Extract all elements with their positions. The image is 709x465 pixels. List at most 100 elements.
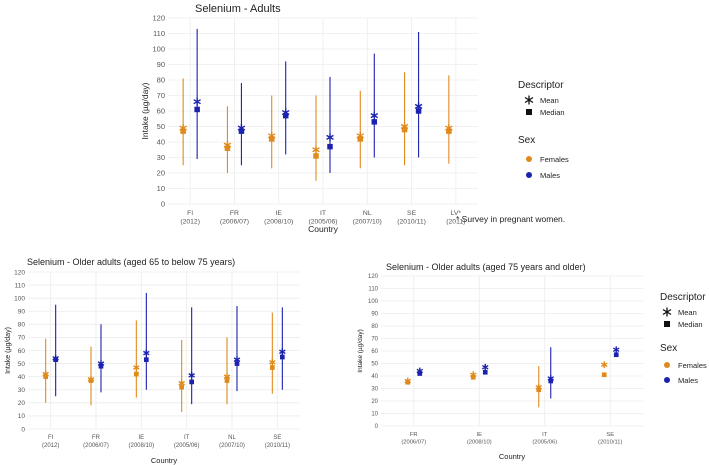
x-tick-year-label: (2012): [180, 219, 200, 226]
x-tick-year-label: (2012): [42, 443, 59, 449]
legend-top: Descriptor Mean Median Sex Females Males: [518, 80, 658, 180]
y-tick-label: 0: [21, 426, 25, 433]
x-tick-year-label: (2011): [446, 219, 465, 226]
x-tick-label: SE: [606, 432, 614, 438]
females-mean-marker: [445, 124, 453, 133]
x-tick-year-label: (2005/06): [308, 219, 337, 226]
y-tick-label: 20: [157, 169, 165, 178]
x-tick-label: SE: [407, 210, 417, 217]
legend-females-item: Females: [662, 360, 709, 370]
females-mean-marker: [356, 131, 365, 140]
legend-mean-item: Mean: [662, 307, 709, 317]
females-dot-icon: [526, 156, 532, 162]
footnote: * Survey in pregnant women.: [456, 214, 566, 224]
x-tick-year-label: (2008/10): [467, 440, 492, 446]
y-tick-label: 60: [157, 107, 165, 116]
legend-mean-item: Mean: [524, 95, 658, 105]
x-tick-label: FR: [410, 432, 418, 438]
legend-descriptor-title: Descriptor: [660, 292, 706, 303]
y-tick-label: 110: [368, 287, 378, 293]
legend-mean-label: Mean: [540, 95, 559, 105]
x-tick-label: IE: [138, 435, 144, 441]
y-tick-label: 70: [18, 335, 26, 342]
males-median-marker: [194, 106, 200, 113]
males-median-marker: [189, 379, 195, 385]
y-tick-label: 20: [371, 399, 378, 405]
y-tick-label: 30: [371, 387, 378, 393]
x-tick-year-label: (2008/10): [264, 219, 293, 226]
males-median-marker: [371, 119, 378, 125]
y-tick-label: 50: [18, 361, 26, 368]
males-median-marker: [143, 357, 149, 362]
chart-panel-3: 0 10 20 30 40 50 60 70 80 90 100 110 120 Selenium - O…: [357, 262, 643, 461]
males-median-marker: [482, 369, 488, 375]
males-mean-marker: [52, 354, 59, 362]
legend-males-item: Males: [662, 375, 709, 385]
females-mean-marker: [600, 361, 608, 369]
y-tick-label: 90: [371, 312, 378, 318]
y-tick-label: 120: [368, 274, 379, 280]
x-tick-year-label: (2006/07): [401, 440, 426, 446]
females-median-marker: [313, 153, 319, 159]
chart-title: Selenium - Adults: [195, 3, 281, 15]
legend-median-label: Median: [678, 319, 703, 329]
males-mean-marker: [237, 124, 246, 133]
y-axis-label: Intake (µg/day): [357, 329, 364, 373]
y-tick-label: 10: [371, 412, 378, 418]
x-axis-label: Country: [308, 224, 339, 234]
y-tick-label: 70: [371, 337, 378, 343]
x-tick-label: IE: [477, 432, 483, 438]
x-tick-year-label: (2006/07): [220, 219, 249, 226]
y-tick-label: 80: [371, 324, 378, 330]
x-tick-year-label: (2010/11): [598, 440, 622, 446]
males-mean-marker: [188, 371, 195, 379]
legend-males-label: Males: [540, 170, 561, 180]
x-tick-label: FI: [187, 210, 193, 217]
y-tick-label: 100: [14, 295, 25, 302]
mean-asterisk-icon: [662, 307, 672, 317]
males-mean-marker: [233, 356, 241, 364]
y-tick-label: 110: [15, 282, 26, 289]
males-mean-marker: [414, 102, 423, 111]
x-tick-label: NL: [228, 435, 236, 441]
y-axis-label: Intake (µg/day): [140, 82, 150, 139]
females-median-marker: [601, 372, 607, 378]
males-mean-marker: [612, 346, 620, 354]
females-median-marker: [269, 365, 275, 370]
x-tick-label: FI: [48, 435, 54, 441]
females-mean-marker: [404, 377, 412, 385]
legend-bottom: Descriptor Mean Median Sex Females Males: [660, 292, 709, 385]
y-tick-label: 90: [18, 309, 26, 316]
y-tick-label: 70: [157, 91, 165, 100]
legend-median-label: Median: [540, 107, 565, 117]
y-tick-label: 30: [18, 387, 26, 394]
y-tick-label: 60: [371, 349, 378, 355]
x-tick-year-label: (2008/10): [128, 443, 154, 449]
males-mean-marker: [143, 349, 150, 357]
x-axis-label: Country: [499, 452, 526, 461]
y-tick-label: 120: [152, 14, 165, 23]
x-tick-year-label: (2006/07): [83, 443, 109, 449]
males-mean-marker: [416, 367, 424, 375]
males-mean-marker: [481, 363, 489, 371]
x-tick-label: SE: [273, 435, 281, 441]
x-tick-label: NL: [363, 210, 372, 217]
y-tick-label: 80: [18, 322, 26, 329]
legend-females-label: Females: [678, 360, 707, 370]
x-tick-year-label: (2005/06): [532, 440, 557, 446]
x-tick-year-label: (2007/10): [353, 219, 382, 226]
legend-median-item: Median: [662, 319, 709, 329]
legend-females-label: Females: [540, 154, 569, 164]
females-mean-marker: [223, 141, 232, 150]
y-tick-label: 30: [157, 153, 165, 162]
males-median-marker: [415, 108, 422, 114]
males-mean-marker: [326, 133, 334, 142]
females-median-marker: [224, 378, 230, 383]
x-tick-year-label: (2007/10): [219, 443, 245, 449]
males-mean-marker: [97, 360, 105, 367]
y-axis-label: Intake (µg/day): [5, 327, 12, 374]
females-mean-marker: [223, 373, 231, 381]
y-tick-label: 10: [157, 184, 165, 193]
females-dot-icon: [664, 362, 670, 368]
x-tick-label: IE: [276, 210, 283, 217]
